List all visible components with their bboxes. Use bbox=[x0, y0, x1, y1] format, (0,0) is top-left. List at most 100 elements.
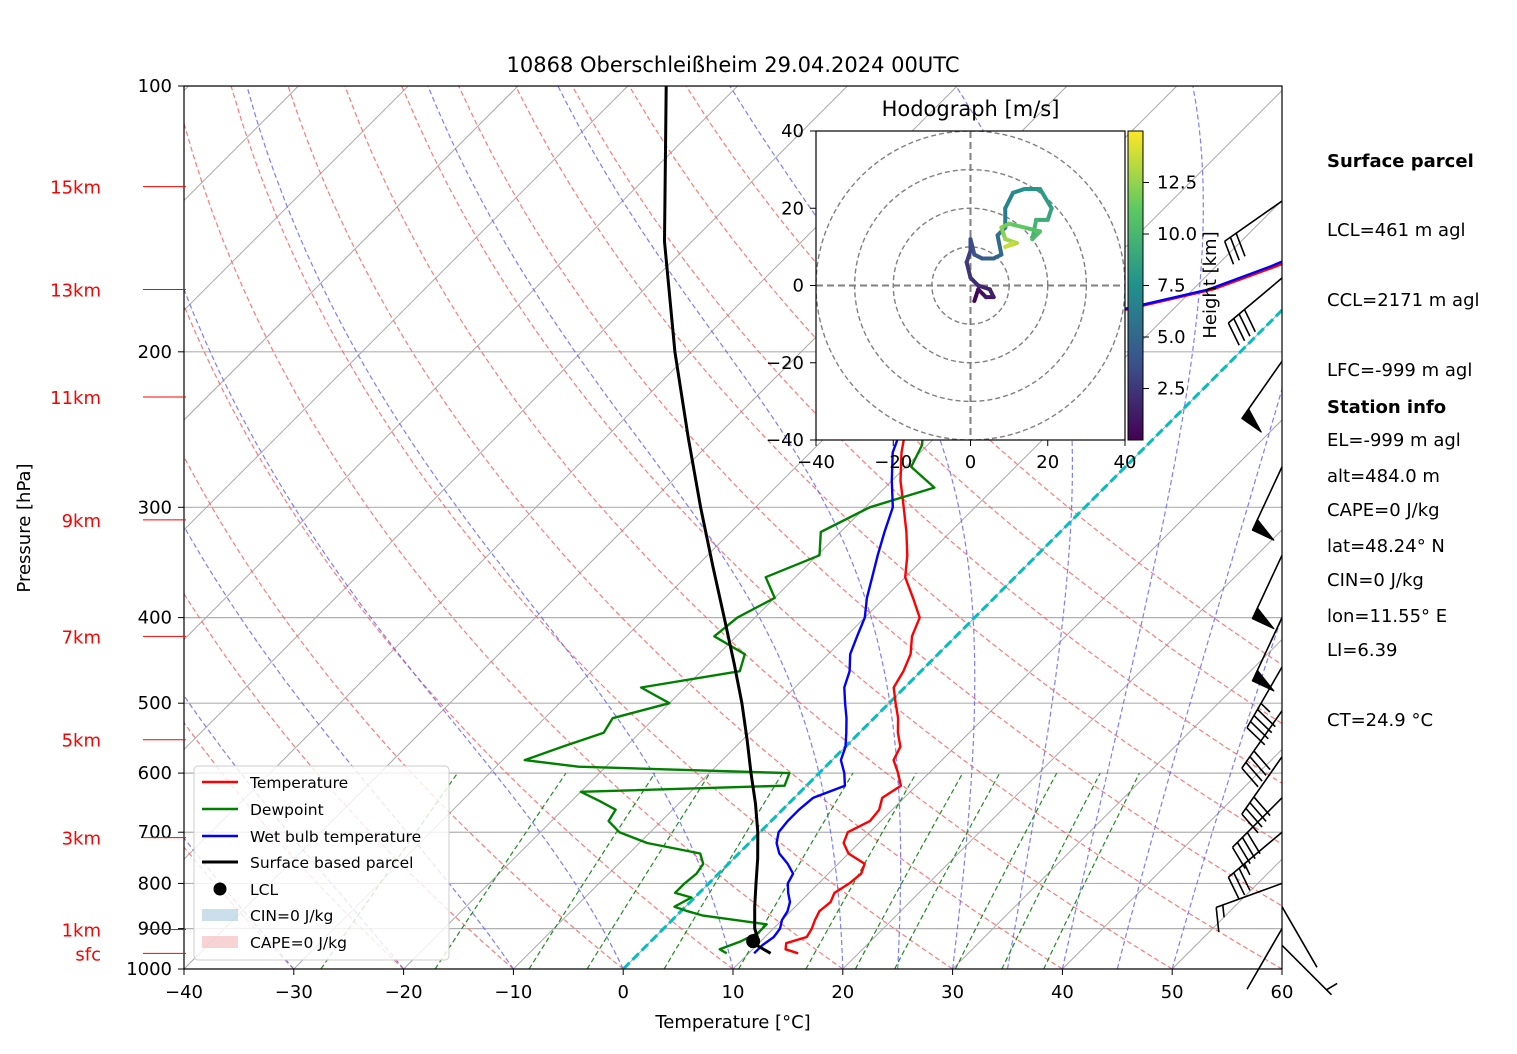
barb-feather bbox=[1253, 714, 1273, 734]
barb-shaft bbox=[1227, 831, 1283, 878]
dry-adiabat bbox=[230, 86, 953, 969]
hodograph-segment bbox=[968, 237, 977, 257]
y-tick-label: 1000 bbox=[126, 959, 172, 980]
lcl-marker bbox=[746, 934, 761, 949]
moist-adiabat bbox=[557, 86, 902, 969]
barb-feather bbox=[1253, 750, 1271, 771]
height-label: 13km bbox=[50, 280, 101, 301]
legend-label: Dewpoint bbox=[250, 801, 324, 819]
barb-shaft bbox=[1281, 944, 1333, 996]
surface-parcel-ct: CT=24.9 °C bbox=[1327, 709, 1434, 731]
hodograph-segment bbox=[964, 248, 973, 265]
hodograph-segment bbox=[964, 260, 973, 280]
barb-shaft bbox=[1224, 200, 1283, 242]
surface-parcel-lcl: LCL=461 m agl bbox=[1327, 220, 1466, 242]
station-info-title: Station info bbox=[1327, 396, 1447, 418]
x-tick-label: 50 bbox=[1161, 982, 1184, 1003]
mixing-ratio-line bbox=[586, 772, 711, 969]
height-label: 5km bbox=[62, 731, 101, 752]
moist-adiabat bbox=[1061, 86, 1204, 969]
isotherm-line bbox=[842, 529, 1282, 969]
isotherm-line bbox=[513, 199, 1282, 969]
barb-feather bbox=[1249, 802, 1267, 822]
hodograph-title: Hodograph [m/s] bbox=[882, 97, 1060, 121]
legend-label: Surface based parcel bbox=[250, 854, 413, 872]
surface-parcel-panel: Surface parcel LCL=461 m agl CCL=2171 m … bbox=[1327, 103, 1480, 755]
dry-adiabat bbox=[344, 86, 1173, 969]
isotherm-line bbox=[184, 86, 519, 421]
y-tick-label: 300 bbox=[138, 497, 172, 518]
y-tick-label: 200 bbox=[138, 342, 172, 363]
wind-barb bbox=[1251, 466, 1283, 541]
x-tick-label: 40 bbox=[1051, 982, 1074, 1003]
barb-pennant bbox=[1251, 606, 1275, 630]
mixing-ratio-line bbox=[854, 772, 964, 969]
dry-adiabat bbox=[571, 86, 1282, 785]
legend-swatch-fill bbox=[202, 936, 238, 948]
barb-shaft bbox=[1227, 277, 1283, 324]
barb-feather bbox=[1241, 767, 1259, 788]
y-tick-label: 500 bbox=[138, 693, 172, 714]
barb-feather bbox=[1243, 309, 1257, 333]
hodograph-y-tick-label: 0 bbox=[793, 276, 804, 297]
station-info-lon: lon=11.55° E bbox=[1327, 606, 1448, 628]
x-tick-label: 30 bbox=[941, 982, 964, 1003]
x-tick-label: 10 bbox=[722, 982, 745, 1003]
barb-shaft bbox=[1241, 710, 1283, 769]
dry-adiabat bbox=[458, 86, 1282, 907]
dry-adiabat bbox=[184, 455, 624, 969]
colorbar-tick-label: 12.5 bbox=[1157, 173, 1197, 194]
x-tick-label: −30 bbox=[275, 982, 313, 1003]
colorbar-tick-label: 5.0 bbox=[1157, 327, 1186, 348]
hodograph-plot-area bbox=[816, 131, 1125, 440]
surface-parcel-cape: CAPE=0 J/kg bbox=[1327, 500, 1440, 522]
wind-barb bbox=[1223, 200, 1283, 265]
colorbar-tick-label: 7.5 bbox=[1157, 276, 1186, 297]
barb-pennant bbox=[1251, 518, 1275, 541]
hodograph-segment bbox=[995, 233, 1004, 257]
surface-parcel-cin: CIN=0 J/kg bbox=[1327, 569, 1424, 591]
x-tick-label: −40 bbox=[165, 982, 203, 1003]
hodograph-segment bbox=[1003, 241, 1015, 249]
barb-feather bbox=[1246, 727, 1266, 746]
colorbar-label: Height [km] bbox=[1200, 231, 1221, 338]
wind-barbs bbox=[1215, 200, 1338, 996]
moist-adiabat bbox=[1116, 386, 1282, 969]
barb-feather bbox=[1238, 313, 1251, 337]
barb-feather bbox=[1249, 756, 1267, 776]
y-tick-label: 400 bbox=[138, 608, 172, 629]
isotherm-line bbox=[1062, 748, 1282, 969]
hodograph-segment bbox=[1045, 206, 1054, 222]
barb-feather bbox=[1241, 837, 1256, 860]
barb-shaft bbox=[1246, 666, 1283, 729]
parcel-profile bbox=[663, 86, 772, 955]
legend: Temperature Dewpoint Wet bulb temperature S… bbox=[193, 765, 450, 961]
barb-feather bbox=[1249, 721, 1269, 740]
barb-shaft bbox=[1246, 928, 1283, 990]
x-axis-label: Temperature [°C] bbox=[654, 1012, 810, 1033]
surface-parcel-el: EL=-999 m agl bbox=[1327, 430, 1461, 452]
hodograph: −40−40 −20 −20 0 0 20 20 40 40 Hodograph [m/s] 2.5… bbox=[766, 97, 1221, 473]
wind-barb bbox=[1215, 882, 1283, 933]
barb-feather bbox=[1231, 846, 1246, 869]
barb-half-feather bbox=[1260, 702, 1271, 713]
mixing-ratio-line bbox=[1043, 772, 1140, 969]
mixing-ratio-line bbox=[434, 772, 567, 969]
barb-feather bbox=[1256, 708, 1276, 728]
height-label: 11km bbox=[50, 388, 101, 409]
legend-swatch-marker bbox=[213, 882, 227, 896]
surface-parcel-title: Surface parcel bbox=[1327, 150, 1474, 172]
y-tick-label: 800 bbox=[138, 873, 172, 894]
barb-feather bbox=[1245, 761, 1263, 782]
hodograph-y-tick-label: −20 bbox=[766, 353, 804, 374]
station-info-alt: alt=484.0 m bbox=[1327, 466, 1440, 488]
wind-barb bbox=[1246, 666, 1283, 746]
dry-adiabat bbox=[184, 303, 734, 969]
hodograph-segment bbox=[1003, 190, 1015, 211]
moist-adiabat bbox=[1171, 614, 1282, 969]
legend-swatch-fill bbox=[202, 909, 238, 921]
mixing-ratio-line bbox=[954, 772, 1058, 969]
isotherm-line bbox=[732, 419, 1282, 969]
isotherm-line bbox=[184, 86, 738, 641]
